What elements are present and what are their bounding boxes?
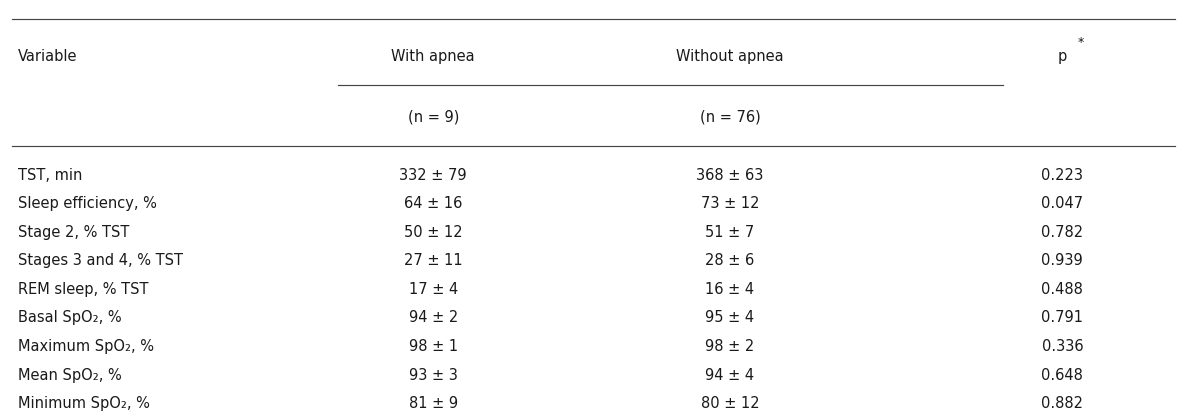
Text: 0.223: 0.223 [1041,168,1084,183]
Text: REM sleep, % TST: REM sleep, % TST [18,282,148,297]
Text: (n = 76): (n = 76) [699,109,761,124]
Text: 0.336: 0.336 [1041,339,1084,354]
Text: Basal SpO₂, %: Basal SpO₂, % [18,311,121,325]
Text: 0.047: 0.047 [1041,196,1084,211]
Text: 93 ± 3: 93 ± 3 [408,368,458,382]
Text: 332 ± 79: 332 ± 79 [400,168,466,183]
Text: Sleep efficiency, %: Sleep efficiency, % [18,196,157,211]
Text: 73 ± 12: 73 ± 12 [700,196,760,211]
Text: With apnea: With apnea [392,49,475,64]
Text: Stages 3 and 4, % TST: Stages 3 and 4, % TST [18,254,183,268]
Text: 95 ± 4: 95 ± 4 [705,311,755,325]
Text: (n = 9): (n = 9) [407,109,459,124]
Text: 368 ± 63: 368 ± 63 [697,168,763,183]
Text: 94 ± 2: 94 ± 2 [408,311,458,325]
Text: 27 ± 11: 27 ± 11 [404,254,463,268]
Text: 0.648: 0.648 [1041,368,1084,382]
Text: 51 ± 7: 51 ± 7 [705,225,755,240]
Text: 50 ± 12: 50 ± 12 [404,225,463,240]
Text: 17 ± 4: 17 ± 4 [408,282,458,297]
Text: TST, min: TST, min [18,168,82,183]
Text: 98 ± 2: 98 ± 2 [705,339,755,354]
Text: 28 ± 6: 28 ± 6 [705,254,755,268]
Text: 0.882: 0.882 [1041,396,1084,411]
Text: Maximum SpO₂, %: Maximum SpO₂, % [18,339,154,354]
Text: 81 ± 9: 81 ± 9 [408,396,458,411]
Text: 0.939: 0.939 [1041,254,1084,268]
Text: 0.791: 0.791 [1041,311,1084,325]
Text: 98 ± 1: 98 ± 1 [408,339,458,354]
Text: 0.488: 0.488 [1041,282,1084,297]
Text: 0.782: 0.782 [1041,225,1084,240]
Text: Without apnea: Without apnea [677,49,783,64]
Text: Minimum SpO₂, %: Minimum SpO₂, % [18,396,150,411]
Text: 64 ± 16: 64 ± 16 [404,196,463,211]
Text: p: p [1058,49,1067,64]
Text: Mean SpO₂, %: Mean SpO₂, % [18,368,121,382]
Text: Variable: Variable [18,49,77,64]
Text: 16 ± 4: 16 ± 4 [705,282,755,297]
Text: 80 ± 12: 80 ± 12 [700,396,760,411]
Text: Stage 2, % TST: Stage 2, % TST [18,225,129,240]
Text: 94 ± 4: 94 ± 4 [705,368,755,382]
Text: *: * [1078,36,1084,50]
